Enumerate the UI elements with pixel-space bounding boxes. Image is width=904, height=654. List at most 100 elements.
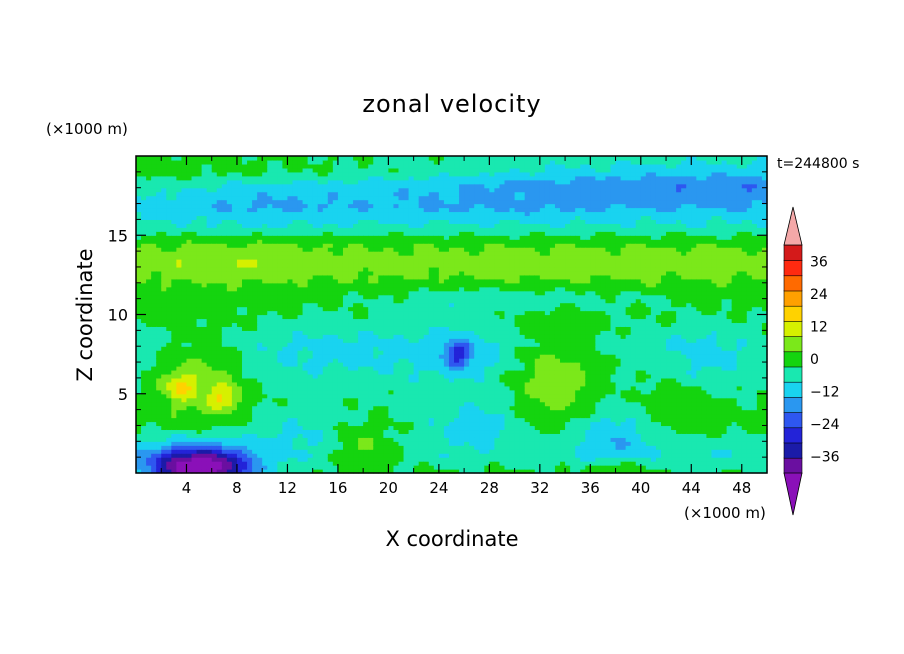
contour-cell <box>247 366 253 371</box>
contour-cell <box>443 433 450 438</box>
contour-cell <box>282 251 289 256</box>
contour-cell <box>368 187 374 193</box>
contour-cell <box>221 377 228 383</box>
contour-cell <box>216 179 223 185</box>
contour-cell <box>297 262 304 268</box>
contour-cell <box>221 211 228 217</box>
contour-cell <box>221 266 228 272</box>
contour-cell <box>201 389 208 395</box>
contour-cell <box>358 362 364 367</box>
contour-cell <box>408 389 415 395</box>
contour-cell <box>438 211 445 217</box>
contour-cell <box>337 401 344 407</box>
contour-cell <box>438 338 445 343</box>
contour-cell <box>383 179 389 185</box>
contour-cell <box>236 203 243 209</box>
contour-cell <box>363 369 369 375</box>
contour-cell <box>287 409 294 415</box>
contour-cell <box>201 163 208 169</box>
contour-cell <box>358 338 364 343</box>
contour-cell <box>342 179 349 185</box>
contour-cell <box>312 366 319 371</box>
contour-cell <box>342 247 349 252</box>
contour-cell <box>211 437 218 442</box>
contour-cell <box>438 469 445 474</box>
contour-cell <box>302 314 309 320</box>
contour-cell <box>277 282 283 288</box>
contour-cell <box>272 231 278 236</box>
contour-cell <box>312 243 319 248</box>
contour-cell <box>342 409 349 415</box>
contour-cell <box>353 425 359 431</box>
contour-cell <box>146 433 152 438</box>
contour-cell <box>216 338 223 343</box>
contour-cell <box>136 183 142 189</box>
contour-cell <box>242 219 248 224</box>
contour-cell <box>176 266 183 272</box>
contour-cell <box>156 270 162 276</box>
contour-cell <box>247 163 253 169</box>
contour-cell <box>428 401 435 407</box>
contour-cell <box>423 183 430 189</box>
contour-cell <box>221 393 228 399</box>
contour-cell <box>231 167 238 173</box>
contour-cell <box>307 369 314 375</box>
contour-cell <box>312 306 319 312</box>
contour-cell <box>191 330 198 335</box>
contour-cell <box>196 215 203 220</box>
contour-cell <box>277 159 283 165</box>
contour-cell <box>393 274 400 280</box>
contour-cell <box>353 445 359 450</box>
contour-cell <box>358 322 364 327</box>
contour-cell <box>327 235 334 240</box>
contour-cell <box>322 457 329 462</box>
contour-cell <box>226 195 233 201</box>
contour-cell <box>418 286 425 292</box>
contour-cell <box>201 251 208 256</box>
contour-cell <box>428 358 435 363</box>
contour-cell <box>151 389 157 395</box>
contour-cell <box>171 219 177 224</box>
contour-cell <box>146 322 152 327</box>
contour-cell <box>438 314 445 320</box>
contour-cell <box>206 461 213 466</box>
contour-cell <box>146 290 152 296</box>
contour-cell <box>176 259 183 264</box>
contour-cell <box>317 417 324 423</box>
contour-cell <box>282 441 289 446</box>
contour-cell <box>236 187 243 193</box>
contour-cell <box>272 207 278 213</box>
contour-cell <box>423 322 430 327</box>
contour-cell <box>231 338 238 343</box>
contour-cell <box>292 397 299 403</box>
contour-cell <box>216 314 223 320</box>
contour-cell <box>201 203 208 209</box>
contour-cell <box>337 429 344 434</box>
contour-cell <box>423 358 430 363</box>
contour-cell <box>166 179 172 185</box>
contour-cell <box>196 377 203 383</box>
contour-cell <box>418 330 425 335</box>
contour-cell <box>226 330 233 335</box>
contour-cell <box>443 342 450 347</box>
contour-cell <box>287 243 294 248</box>
contour-cell <box>231 326 238 331</box>
contour-cell <box>226 433 233 438</box>
contour-cell <box>383 163 389 169</box>
contour-cell <box>302 385 309 391</box>
contour-cell <box>393 373 400 379</box>
contour-cell <box>428 330 435 335</box>
contour-cell <box>161 342 167 347</box>
contour-cell <box>322 235 329 240</box>
contour-cell <box>216 441 223 446</box>
contour-cell <box>151 156 157 161</box>
contour-cell <box>393 310 400 316</box>
contour-cell <box>423 369 430 375</box>
contour-cell <box>141 354 147 359</box>
contour-cell <box>201 167 208 173</box>
contour-cell <box>297 266 304 272</box>
contour-cell <box>378 278 384 284</box>
contour-cell <box>277 175 283 181</box>
contour-cell <box>393 350 400 355</box>
contour-cell <box>242 223 248 228</box>
